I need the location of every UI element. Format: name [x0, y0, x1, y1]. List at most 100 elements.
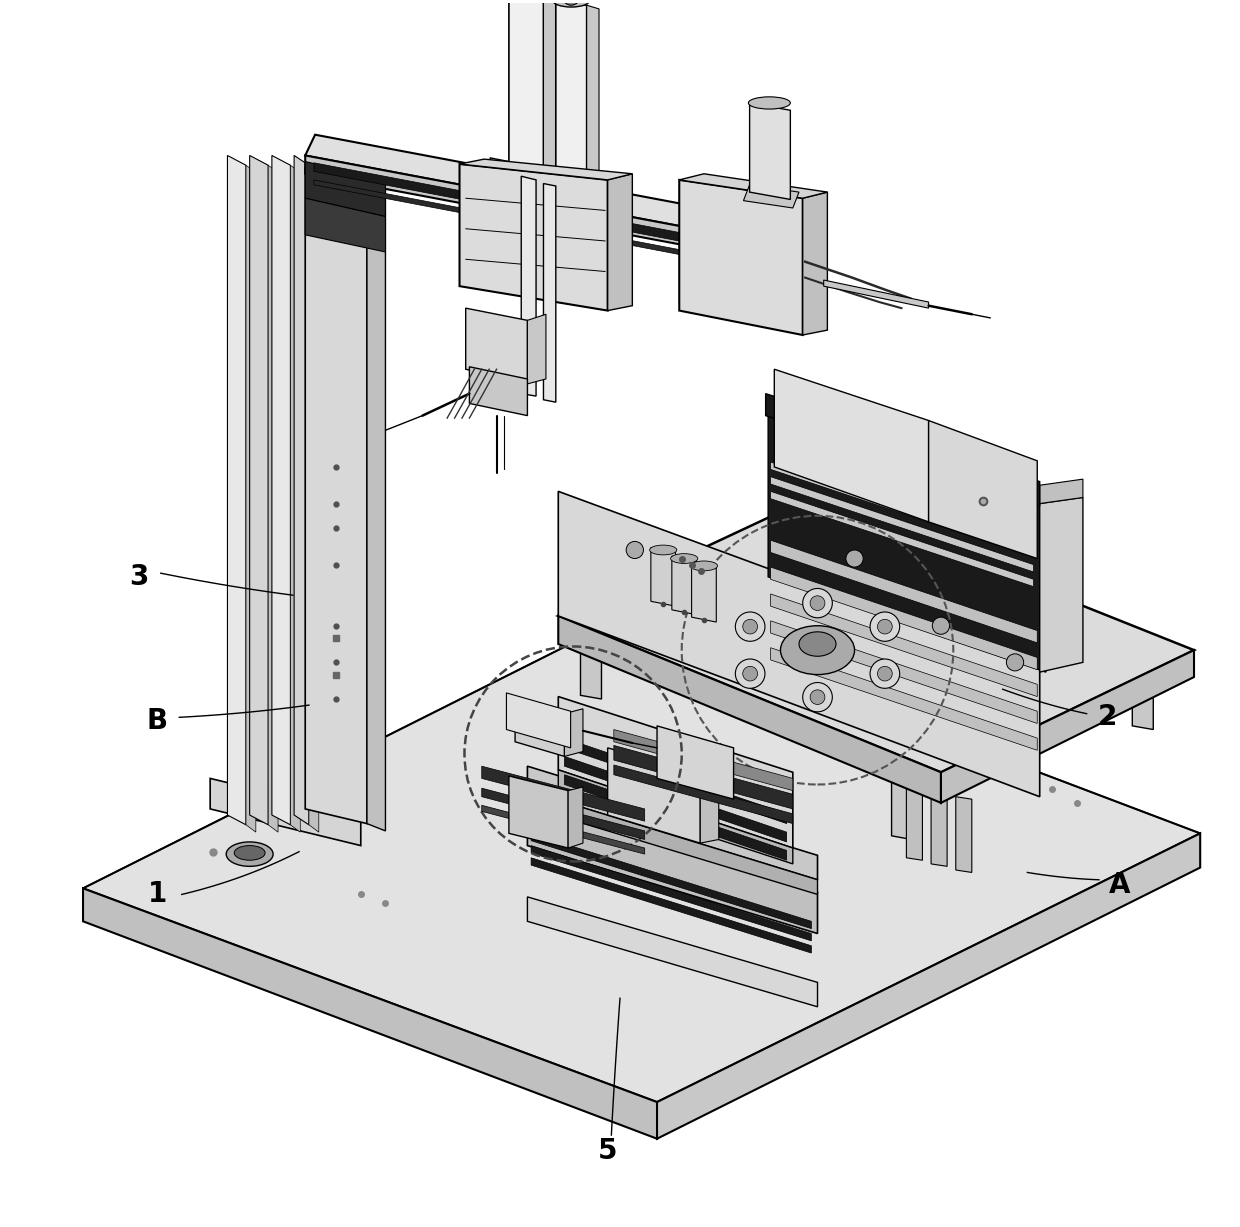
- Circle shape: [1007, 654, 1024, 671]
- Ellipse shape: [671, 553, 698, 563]
- Circle shape: [870, 659, 900, 688]
- Polygon shape: [558, 497, 1194, 772]
- Circle shape: [735, 659, 765, 688]
- Text: B: B: [146, 707, 167, 735]
- Polygon shape: [227, 156, 246, 825]
- Polygon shape: [470, 367, 527, 416]
- Polygon shape: [770, 567, 1037, 670]
- Polygon shape: [568, 787, 583, 848]
- Polygon shape: [460, 160, 632, 180]
- Circle shape: [878, 620, 893, 634]
- Polygon shape: [770, 648, 1037, 750]
- Polygon shape: [531, 845, 811, 941]
- Polygon shape: [770, 477, 1033, 572]
- Circle shape: [810, 596, 825, 611]
- Polygon shape: [906, 784, 923, 860]
- Polygon shape: [1039, 497, 1083, 672]
- Circle shape: [932, 617, 950, 634]
- Polygon shape: [680, 180, 802, 335]
- Ellipse shape: [650, 545, 677, 555]
- Polygon shape: [527, 314, 546, 384]
- Polygon shape: [587, 5, 599, 196]
- Polygon shape: [290, 166, 300, 832]
- Polygon shape: [482, 805, 645, 854]
- Polygon shape: [770, 594, 1037, 697]
- Circle shape: [743, 620, 758, 634]
- Polygon shape: [765, 394, 1039, 506]
- Text: 1: 1: [148, 881, 166, 908]
- Polygon shape: [506, 693, 570, 748]
- Polygon shape: [367, 180, 386, 831]
- Polygon shape: [694, 199, 713, 247]
- Polygon shape: [521, 177, 536, 396]
- Circle shape: [846, 550, 863, 567]
- Polygon shape: [564, 756, 786, 842]
- Text: A: A: [1110, 871, 1131, 898]
- Polygon shape: [466, 308, 527, 384]
- Polygon shape: [817, 506, 837, 579]
- Polygon shape: [508, 775, 568, 848]
- Polygon shape: [482, 788, 645, 839]
- Polygon shape: [929, 421, 1037, 558]
- Polygon shape: [701, 769, 719, 843]
- Polygon shape: [770, 491, 1033, 587]
- Polygon shape: [614, 730, 792, 790]
- Polygon shape: [543, 0, 556, 189]
- Circle shape: [735, 612, 765, 642]
- Polygon shape: [564, 774, 786, 860]
- Polygon shape: [543, 184, 556, 402]
- Polygon shape: [314, 163, 692, 243]
- Polygon shape: [657, 833, 1200, 1139]
- Polygon shape: [802, 193, 827, 335]
- Polygon shape: [83, 888, 657, 1139]
- Polygon shape: [309, 166, 319, 832]
- Polygon shape: [744, 185, 799, 209]
- Circle shape: [870, 612, 900, 642]
- Polygon shape: [305, 168, 367, 823]
- Polygon shape: [1039, 479, 1083, 503]
- Polygon shape: [770, 621, 1037, 724]
- Ellipse shape: [691, 561, 718, 571]
- Polygon shape: [527, 790, 817, 894]
- Polygon shape: [305, 156, 694, 247]
- Polygon shape: [305, 199, 386, 252]
- Polygon shape: [931, 790, 947, 866]
- Polygon shape: [558, 697, 792, 848]
- Polygon shape: [527, 766, 817, 880]
- Ellipse shape: [799, 632, 836, 656]
- Polygon shape: [515, 702, 564, 756]
- Circle shape: [626, 541, 644, 558]
- Circle shape: [802, 589, 832, 617]
- Polygon shape: [770, 463, 1033, 557]
- Polygon shape: [823, 280, 929, 308]
- Text: 3: 3: [129, 563, 149, 591]
- Polygon shape: [692, 563, 717, 622]
- Polygon shape: [580, 626, 601, 699]
- Circle shape: [743, 666, 758, 681]
- Polygon shape: [314, 180, 692, 256]
- Polygon shape: [941, 650, 1194, 802]
- Polygon shape: [651, 547, 676, 606]
- Polygon shape: [680, 174, 827, 199]
- Polygon shape: [614, 764, 792, 823]
- Polygon shape: [556, 0, 587, 196]
- Text: 2: 2: [1097, 703, 1117, 731]
- Polygon shape: [484, 158, 601, 199]
- Polygon shape: [564, 739, 786, 823]
- Polygon shape: [272, 156, 290, 825]
- Polygon shape: [595, 174, 610, 199]
- Ellipse shape: [553, 0, 590, 7]
- Polygon shape: [657, 726, 734, 799]
- Polygon shape: [305, 135, 704, 228]
- Polygon shape: [246, 166, 255, 832]
- Ellipse shape: [749, 97, 790, 109]
- Polygon shape: [956, 796, 972, 872]
- Ellipse shape: [780, 626, 854, 675]
- Polygon shape: [531, 833, 811, 929]
- Polygon shape: [482, 766, 645, 821]
- Text: 5: 5: [598, 1137, 618, 1164]
- Polygon shape: [672, 556, 697, 615]
- Polygon shape: [558, 491, 1039, 796]
- Polygon shape: [614, 746, 792, 809]
- Circle shape: [563, 0, 580, 5]
